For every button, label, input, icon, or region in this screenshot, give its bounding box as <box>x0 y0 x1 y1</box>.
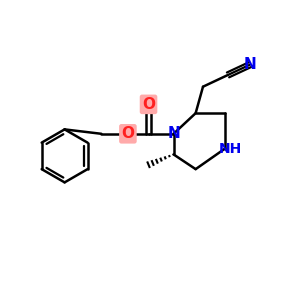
Text: N: N <box>167 126 180 141</box>
Text: N: N <box>244 57 256 72</box>
Text: O: O <box>122 126 134 141</box>
Text: O: O <box>142 97 155 112</box>
Text: NH: NH <box>219 142 242 155</box>
